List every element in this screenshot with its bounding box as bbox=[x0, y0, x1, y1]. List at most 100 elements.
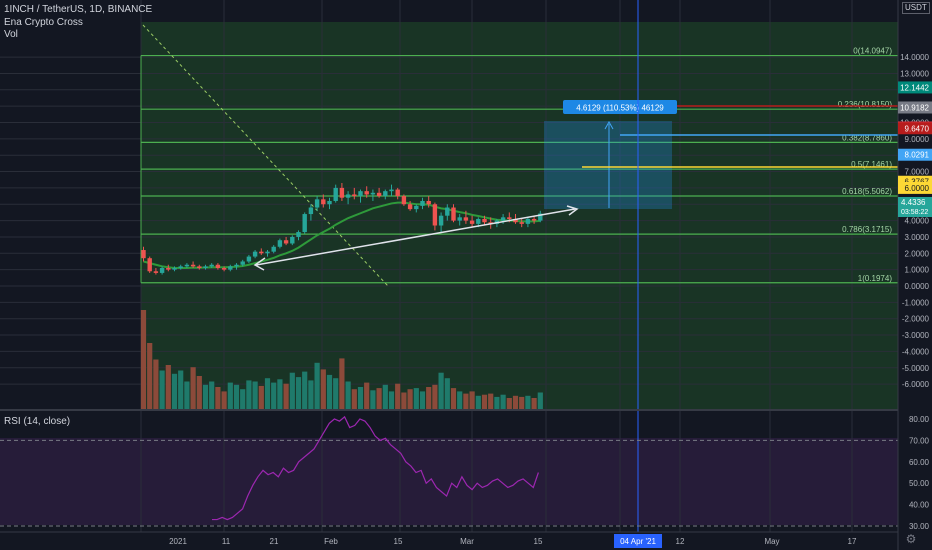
candle-body bbox=[234, 264, 239, 267]
volume-bar bbox=[140, 310, 147, 409]
fibonacci-retracement[interactable]: 0(14.0947) 0.236(10.8150) 0.382(8.7860) 0.5… bbox=[140, 47, 898, 284]
volume-bar bbox=[240, 389, 246, 409]
price-tag-label: 8.0291 bbox=[905, 151, 930, 160]
rsi-axis[interactable]: 80.00 70.00 60.00 50.00 40.00 30.00 bbox=[909, 415, 930, 531]
volume-bar bbox=[345, 381, 351, 409]
volume-bar bbox=[388, 391, 395, 409]
gear-icon[interactable]: ⚙ bbox=[905, 532, 917, 546]
volume-bar bbox=[494, 396, 500, 409]
volume-bar bbox=[444, 378, 450, 409]
time-tick-label: 17 bbox=[848, 537, 857, 546]
rsi-tick-label: 30.00 bbox=[909, 522, 930, 531]
candle-body bbox=[395, 189, 400, 197]
volume-bar bbox=[289, 372, 295, 409]
price-tick-label: 0.0000 bbox=[905, 282, 930, 291]
volume-bar bbox=[202, 384, 209, 409]
long-position-zone[interactable] bbox=[544, 121, 672, 209]
candle-body bbox=[252, 251, 258, 257]
candle-body bbox=[482, 218, 487, 223]
price-axis-tags: 12.144210.91829.69229.64708.02916.37676.… bbox=[898, 81, 932, 194]
volume-bar bbox=[209, 381, 215, 409]
volume-bar bbox=[258, 385, 264, 409]
price-tick-label: -1.0000 bbox=[902, 298, 930, 307]
candle-body bbox=[314, 199, 320, 208]
volume-bar bbox=[438, 372, 444, 409]
candle-body bbox=[327, 200, 332, 205]
trendline-arrow[interactable] bbox=[255, 208, 576, 266]
candle-body bbox=[469, 220, 475, 224]
rsi-tick-label: 60.00 bbox=[909, 458, 930, 467]
price-tag-box bbox=[898, 81, 932, 94]
price-tick-label: 13.0000 bbox=[900, 69, 929, 78]
candle-body bbox=[476, 218, 481, 224]
volume-bar bbox=[308, 380, 314, 409]
time-tick-label: 11 bbox=[222, 537, 231, 546]
volume-bar bbox=[469, 391, 475, 409]
position-label-box bbox=[563, 100, 677, 114]
volume-bar bbox=[512, 395, 519, 409]
volume-bar bbox=[450, 388, 457, 409]
candle-body bbox=[283, 240, 289, 244]
fib-zone-background bbox=[141, 22, 898, 409]
volume-bar bbox=[382, 384, 388, 409]
currency-unit-badge[interactable]: USDT bbox=[902, 2, 930, 14]
price-tick-label: -6.0000 bbox=[902, 380, 930, 389]
candle-body bbox=[401, 196, 407, 205]
candle-body bbox=[209, 264, 214, 267]
rsi-line bbox=[212, 415, 539, 521]
volume-bar bbox=[178, 370, 184, 409]
rsi-indicator-label[interactable]: RSI (14, close) bbox=[4, 416, 71, 427]
volume-bar bbox=[277, 379, 283, 409]
price-tick-label: -2.0000 bbox=[902, 315, 930, 324]
price-tick-label: 9.0000 bbox=[905, 135, 930, 144]
candle-body bbox=[370, 192, 376, 195]
volume-bar bbox=[531, 398, 537, 409]
candle-body bbox=[457, 217, 462, 221]
price-tick-label: 4.0000 bbox=[905, 217, 930, 226]
candle-body bbox=[432, 204, 438, 226]
candle-body bbox=[172, 268, 177, 270]
volume-bar bbox=[537, 392, 543, 409]
volume-bar bbox=[370, 390, 376, 409]
fib-level-label: 0.236(10.8150) bbox=[838, 100, 893, 109]
time-axis[interactable]: 2021 11 21 Feb 15 Mar 15 04 Apr '21 12 May 17 bbox=[169, 534, 857, 548]
volume-bar bbox=[184, 381, 190, 409]
indicator-volume[interactable]: Vol bbox=[4, 29, 18, 40]
volume-bar bbox=[351, 389, 357, 409]
volume-bar bbox=[147, 343, 153, 409]
candle-body bbox=[259, 251, 264, 254]
volume-bar bbox=[357, 387, 364, 409]
candle-body bbox=[358, 191, 363, 197]
symbol-title[interactable]: 1INCH / TetherUS, 1D, BINANCE bbox=[4, 4, 153, 15]
volume-bar bbox=[165, 365, 171, 409]
volume-bar bbox=[413, 388, 419, 409]
candle-body bbox=[246, 256, 252, 262]
position-arrow-head bbox=[604, 120, 614, 130]
rsi-tick-label: 50.00 bbox=[909, 479, 930, 488]
volume-bars bbox=[140, 310, 543, 409]
candle-body bbox=[296, 232, 301, 237]
time-tick-label-highlight: 04 Apr '21 bbox=[620, 537, 656, 546]
price-tick-label: -3.0000 bbox=[902, 331, 930, 340]
candle-body bbox=[500, 217, 506, 221]
indicator-ena-crypto-cross[interactable]: Ena Crypto Cross bbox=[4, 17, 83, 28]
candle-body bbox=[513, 218, 518, 223]
time-tick-label: Feb bbox=[324, 537, 338, 546]
price-tag-label: 9.6470 bbox=[905, 124, 930, 133]
fib-level-label: 0.618(5.5062) bbox=[842, 187, 892, 196]
volume-bar bbox=[519, 396, 525, 409]
volume-bar bbox=[264, 378, 271, 409]
price-tag-box bbox=[898, 148, 932, 161]
candle-body bbox=[302, 214, 307, 233]
candle-body bbox=[538, 213, 543, 221]
candle-body bbox=[308, 207, 314, 215]
volume-bar bbox=[171, 373, 178, 409]
volume-bar bbox=[215, 387, 221, 409]
rsi-tick-label: 80.00 bbox=[909, 415, 930, 424]
candle-body bbox=[414, 205, 419, 210]
volume-bar bbox=[506, 398, 512, 409]
volume-bar bbox=[475, 395, 481, 409]
volume-bar bbox=[432, 384, 438, 409]
rsi-band-fill bbox=[0, 438, 898, 525]
